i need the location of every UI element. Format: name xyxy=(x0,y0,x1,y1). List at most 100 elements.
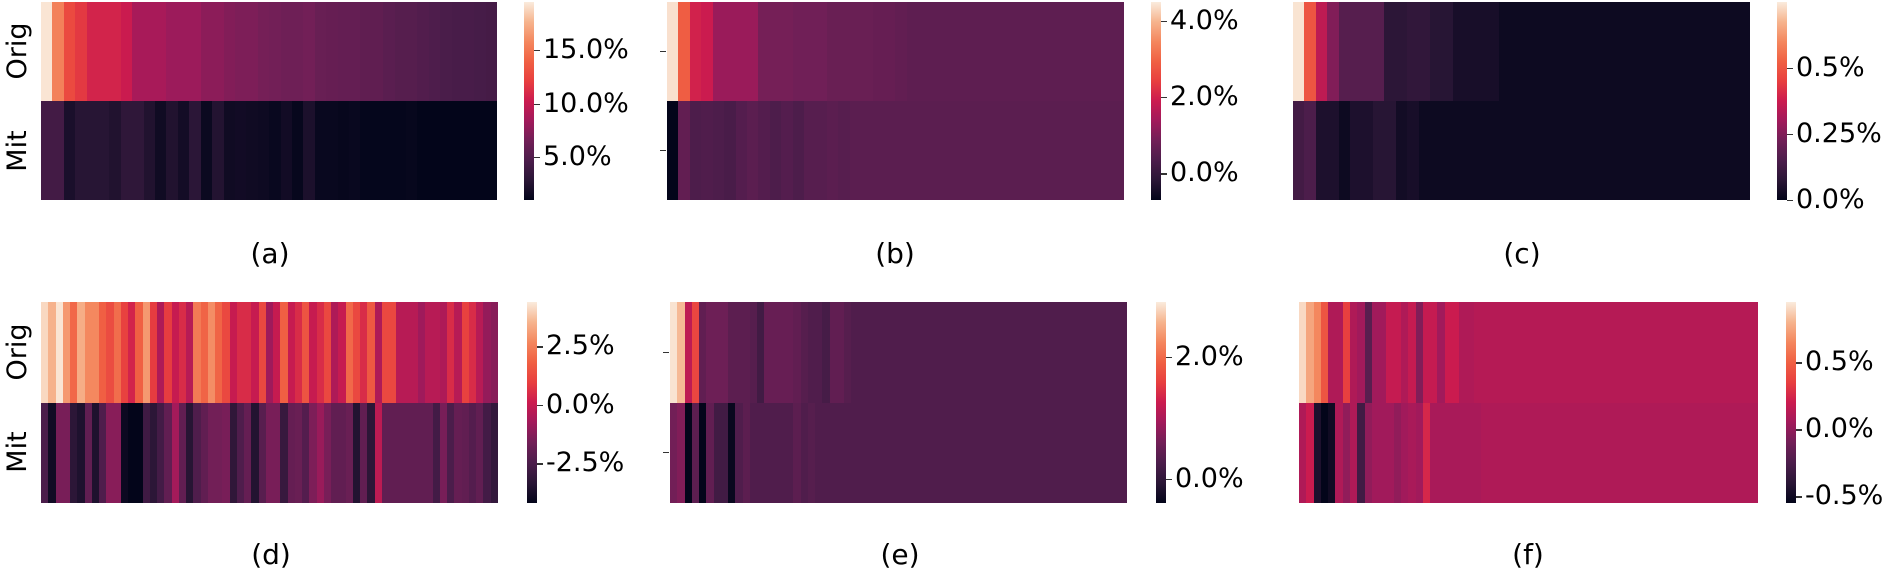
heatmap-cell xyxy=(909,302,917,403)
heatmap-cell xyxy=(149,402,157,503)
heatmap-cell xyxy=(742,302,750,403)
heatmap-cell xyxy=(1677,302,1685,403)
heatmap-cell xyxy=(303,2,315,101)
heatmap-cell xyxy=(177,101,190,200)
heatmap-cell xyxy=(884,101,896,200)
heatmap-cell xyxy=(931,302,939,403)
heatmap-cell xyxy=(720,402,728,503)
heatmap-cell xyxy=(909,402,917,503)
heatmap-cell xyxy=(367,302,375,403)
heatmap-cell xyxy=(403,302,411,403)
heatmap-cell xyxy=(952,302,960,403)
heatmap-cell xyxy=(906,2,919,101)
heatmap-cell xyxy=(706,402,714,503)
heatmap-cell xyxy=(316,302,324,403)
heatmap-cell xyxy=(1009,101,1022,200)
heatmap-cell xyxy=(815,101,827,200)
heatmap-row-mit xyxy=(41,101,498,200)
heatmap-cell xyxy=(758,101,770,200)
heatmap-cell xyxy=(1488,302,1496,403)
heatmap-cell xyxy=(873,302,881,403)
heatmap-cell xyxy=(1546,402,1554,503)
heatmap-cell xyxy=(135,402,143,503)
heatmap-cell xyxy=(207,402,215,503)
heatmap-cell xyxy=(309,302,317,403)
colorbar-tick xyxy=(534,50,540,52)
heatmap-cell xyxy=(439,302,447,403)
heatmap-cell xyxy=(106,302,114,403)
heatmap-cell xyxy=(291,2,304,101)
heatmap-row-mit xyxy=(41,402,498,503)
heatmap-cell xyxy=(1315,2,1328,101)
heatmap-cell xyxy=(1335,402,1343,503)
heatmap-cell xyxy=(684,402,692,503)
heatmap-cell xyxy=(677,302,685,403)
heatmap-cell xyxy=(352,302,360,403)
heatmap-cell xyxy=(383,2,395,101)
heatmap-cell xyxy=(1481,302,1489,403)
colorbar-tick-label: -2.5% xyxy=(546,447,625,479)
heatmap-cell xyxy=(1655,302,1664,403)
heatmap-cell xyxy=(858,402,866,503)
heatmap-cell xyxy=(309,402,317,503)
heatmap-row-orig xyxy=(1299,302,1758,403)
heatmap-cell xyxy=(1415,302,1423,403)
heatmap-cell xyxy=(1648,302,1656,403)
heatmap-cell xyxy=(667,2,679,101)
heatmap-cell xyxy=(1105,402,1113,503)
heatmap-cell xyxy=(1039,302,1047,403)
heatmap-cell xyxy=(1010,302,1018,403)
heatmap-cell xyxy=(758,2,770,101)
heatmap-cell xyxy=(996,302,1004,403)
heatmap-cell xyxy=(800,402,808,503)
heatmap-cell xyxy=(186,402,194,503)
heatmap-cell xyxy=(166,101,178,200)
heatmap-cell xyxy=(394,101,406,200)
heatmap-cell xyxy=(348,2,361,101)
heatmap-cell xyxy=(244,402,252,503)
heatmap-cell xyxy=(258,302,266,403)
heatmap-cell xyxy=(1655,402,1664,503)
heatmap-cell xyxy=(902,302,910,403)
heatmap-cell xyxy=(1400,302,1409,403)
heatmap-cell xyxy=(1101,2,1113,101)
heatmap-cell xyxy=(1466,302,1474,403)
heatmap-cell xyxy=(337,2,349,101)
heatmap-cell xyxy=(418,402,426,503)
heatmap-cell xyxy=(945,402,953,503)
heatmap-cell xyxy=(200,101,213,200)
heatmap-cell xyxy=(916,302,924,403)
heatmap-cell xyxy=(1714,302,1722,403)
heatmap-cell xyxy=(1459,402,1467,503)
heatmap-cell xyxy=(75,101,87,200)
heatmap-cell xyxy=(474,101,486,200)
heatmap-cell xyxy=(1510,2,1522,101)
heatmap-cell xyxy=(1590,402,1598,503)
colorbar-tick-label: 10.0% xyxy=(543,87,629,119)
heatmap-cell xyxy=(975,2,987,101)
heatmap-cell xyxy=(113,302,121,403)
heatmap-cell xyxy=(425,302,433,403)
heatmap-cell xyxy=(447,402,455,503)
heatmap-cell xyxy=(1379,302,1387,403)
heatmap-cell xyxy=(931,402,939,503)
heatmap-cell xyxy=(1361,101,1373,200)
heatmap-cell xyxy=(381,302,389,403)
heatmap-cell xyxy=(468,402,476,503)
heatmap-cell xyxy=(109,101,121,200)
heatmap-cell xyxy=(229,302,237,403)
heatmap-cell xyxy=(331,402,339,503)
heatmap-cell xyxy=(371,101,384,200)
heatmap-cell xyxy=(1517,302,1525,403)
heatmap-cell xyxy=(1633,302,1642,403)
heatmap-cell xyxy=(804,101,816,200)
heatmap-cell xyxy=(1293,101,1305,200)
heatmap-cell xyxy=(769,101,782,200)
heatmap-cell xyxy=(234,101,247,200)
heatmap-cell xyxy=(326,2,338,101)
heatmap-cell xyxy=(106,402,114,503)
heatmap-cell xyxy=(838,2,850,101)
heatmap-cell xyxy=(454,402,462,503)
heatmap-cell xyxy=(1704,101,1716,200)
heatmap-cell xyxy=(1575,302,1583,403)
